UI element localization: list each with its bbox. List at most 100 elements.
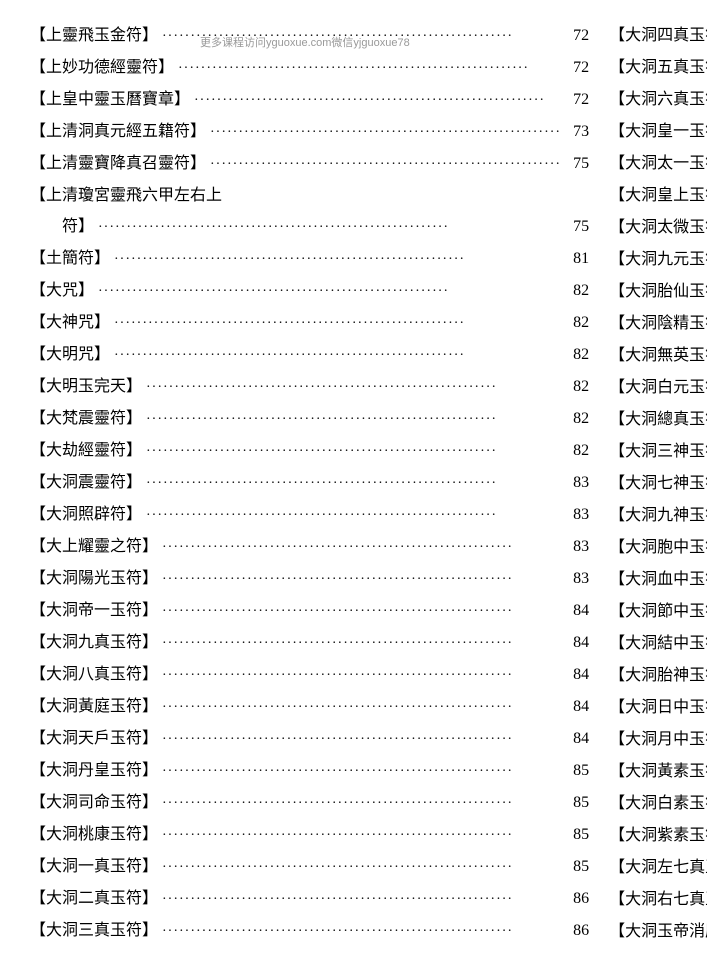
- entry-label: 【大洞節中玉符】: [609, 596, 707, 627]
- entry-label: 【大梵震靈符】: [30, 403, 142, 434]
- dot-leader: [162, 532, 561, 563]
- toc-entry: 【大洞玉帝消魔玉符】93: [609, 916, 707, 948]
- toc-entry: 【大洞月中玉符】91: [609, 724, 707, 756]
- dot-leader: [98, 212, 561, 243]
- entry-label: 【土簡符】: [30, 243, 110, 274]
- toc-entry: 【大洞血中玉符】90: [609, 564, 707, 596]
- page-number: 82: [565, 307, 589, 338]
- dot-leader: [162, 788, 561, 819]
- toc-entry: 【大洞四真玉符】86: [609, 20, 707, 52]
- entry-label: 【大神咒】: [30, 307, 110, 338]
- toc-entry: 【大洞天戶玉符】 84: [30, 723, 589, 755]
- entry-label: 【大洞司命玉符】: [30, 787, 158, 818]
- entry-label: 【大明咒】: [30, 339, 110, 370]
- dot-leader: [146, 404, 561, 435]
- page-number: 84: [565, 691, 589, 722]
- entry-label: 【大洞皇一玉符】: [609, 116, 707, 147]
- entry-label: 【大洞胎神玉符】: [609, 660, 707, 691]
- page-number: 84: [565, 627, 589, 658]
- toc-entry: 【大洞胎神玉符】91: [609, 660, 707, 692]
- toc-entry: 【大洞陰精玉符】88: [609, 308, 707, 340]
- toc-entry: 【大洞太一玉符】87: [609, 148, 707, 180]
- toc-entry: 【上清靈寶降真召靈符】 75: [30, 148, 589, 180]
- dot-leader: [162, 628, 561, 659]
- dot-leader: [146, 436, 561, 467]
- entry-label: 【大洞丹皇玉符】: [30, 755, 158, 786]
- dot-leader: [162, 916, 561, 947]
- page-number: 75: [565, 148, 589, 179]
- entry-label: 【大洞黃素玉符】: [609, 756, 707, 787]
- entry-label: 【大洞胎仙玉符】: [609, 276, 707, 307]
- dot-leader: [162, 596, 561, 627]
- toc-entry: 【大洞九真玉符】 84: [30, 627, 589, 659]
- entry-label: 【大洞右七真玉符】: [609, 884, 707, 915]
- dot-leader: [162, 884, 561, 915]
- page-number: 84: [565, 723, 589, 754]
- dot-leader: [194, 85, 561, 116]
- toc-entry: 【大洞白素玉符】92: [609, 788, 707, 820]
- toc-entry: 【大上耀靈之符】83: [30, 531, 589, 563]
- page-number: 82: [565, 371, 589, 402]
- right-column: 【大洞四真玉符】86【大洞五真玉符】86【大洞六真玉符】86【大洞皇一玉符】87…: [609, 20, 707, 948]
- page-number: 86: [565, 915, 589, 946]
- dot-leader: [162, 724, 561, 755]
- toc-entry: 【大洞一真玉符】85: [30, 851, 589, 883]
- page-number: 72: [565, 52, 589, 83]
- entry-label: 【上靈飛玉金符】: [30, 20, 158, 51]
- toc-entry: 【大洞右七真玉符】92: [609, 884, 707, 916]
- toc-entry: 【大洞左七真玉府】92: [609, 852, 707, 884]
- toc-entry: 【大明咒】82: [30, 339, 589, 371]
- entry-label: 【大洞玉帝消魔玉符】: [609, 916, 707, 947]
- entry-label: 【大洞無英玉符】: [609, 340, 707, 371]
- toc-entry: 【上清瓊宮靈飛六甲左右上符】75: [30, 180, 589, 243]
- entry-label: 【大洞三真玉符】: [30, 915, 158, 946]
- dot-leader: [162, 820, 561, 851]
- dot-leader: [114, 244, 561, 275]
- toc-entry: 【上清洞真元經五籍符】73: [30, 116, 589, 148]
- entry-label: 【大洞紫素玉符】: [609, 820, 707, 851]
- dot-leader: [114, 308, 561, 339]
- entry-label: 【大劫經靈符】: [30, 435, 142, 466]
- dot-leader: [210, 117, 561, 148]
- entry-label: 【上清靈寶降真召靈符】: [30, 148, 206, 179]
- toc-entry: 【大洞皇一玉符】87: [609, 116, 707, 148]
- entry-label: 【大洞照辟符】: [30, 499, 142, 530]
- toc-entry: 【土簡符】81: [30, 243, 589, 275]
- entry-label: 【大洞三神玉符】: [609, 436, 707, 467]
- page-number: 82: [565, 403, 589, 434]
- entry-label: 【大洞白素玉符】: [609, 788, 707, 819]
- page-number: 83: [565, 467, 589, 498]
- page-number: 85: [565, 787, 589, 818]
- left-column: 【上靈飛玉金符】72【上妙功德經靈符】72【上皇中靈玉曆寶章】72【上清洞真元經…: [30, 20, 589, 948]
- page-number: 75: [565, 211, 589, 242]
- dot-leader: [162, 852, 561, 883]
- dot-leader: [210, 149, 561, 180]
- entry-label: 【大洞六真玉符】: [609, 84, 707, 115]
- toc-entry: 【大洞八真玉符】84: [30, 659, 589, 691]
- toc-entry: 【上皇中靈玉曆寶章】72: [30, 84, 589, 116]
- entry-label: 【上清瓊宮靈飛六甲左右上: [30, 180, 589, 211]
- entry-label: 【大洞天戶玉符】: [30, 723, 158, 754]
- toc-entry: 【大洞黃素玉符】92: [609, 756, 707, 788]
- toc-entry: 【大洞白元玉符】88: [609, 372, 707, 404]
- toc-entry: 【大洞胞中玉符】90: [609, 532, 707, 564]
- entry-label: 【大洞震靈符】: [30, 467, 142, 498]
- toc-entry: 【大洞二真玉符】86: [30, 883, 589, 915]
- entry-label: 【大洞月中玉符】: [609, 724, 707, 755]
- page-number: 83: [565, 563, 589, 594]
- toc-entry: 【大洞五真玉符】86: [609, 52, 707, 84]
- toc-entry: 【大洞六真玉符】86: [609, 84, 707, 116]
- entry-label: 【大洞陰精玉符】: [609, 308, 707, 339]
- entry-label: 【大洞帝一玉符】: [30, 595, 158, 626]
- toc-entry: 【大洞震靈符】 83: [30, 467, 589, 499]
- entry-label: 【大洞桃康玉符】: [30, 819, 158, 850]
- toc-entry: 【大洞節中玉符】90: [609, 596, 707, 628]
- toc-entry: 【大洞照辟符】83: [30, 499, 589, 531]
- toc-entry: 【大洞無英玉符】88: [609, 340, 707, 372]
- page-number: 82: [565, 275, 589, 306]
- entry-label: 【上清洞真元經五籍符】: [30, 116, 206, 147]
- entry-label: 【大洞九真玉符】: [30, 627, 158, 658]
- toc-entry: 【大洞七神玉符】89: [609, 468, 707, 500]
- entry-label: 【大洞血中玉符】: [609, 564, 707, 595]
- page-number: 84: [565, 659, 589, 690]
